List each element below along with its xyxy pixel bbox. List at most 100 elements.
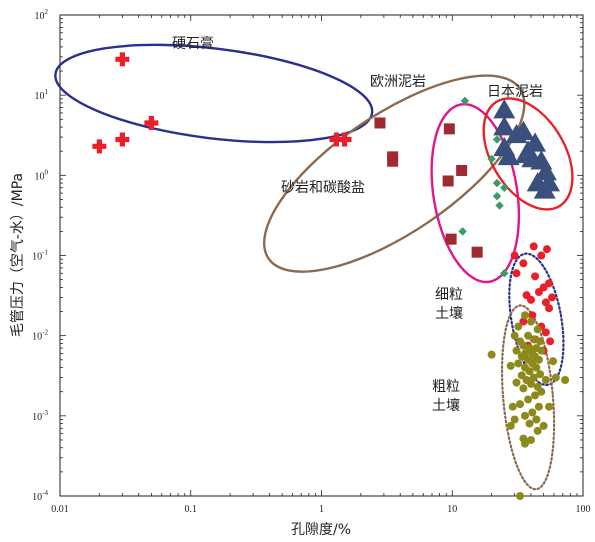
- circle-marker: [533, 325, 542, 334]
- diamond-marker: [492, 135, 502, 144]
- triangle-marker: [493, 99, 516, 119]
- circle-marker: [531, 391, 540, 400]
- cross-marker: [329, 132, 344, 147]
- circle-marker: [542, 245, 551, 254]
- group-label: 细粒: [435, 287, 463, 303]
- group-label: 砂岩和碳酸盐: [281, 180, 365, 196]
- circle-marker: [528, 311, 537, 320]
- triangle-marker: [534, 161, 557, 181]
- diamond-marker: [487, 154, 496, 164]
- circle-marker: [541, 375, 550, 384]
- group-ellipses: [54, 43, 574, 491]
- circle-marker: [516, 492, 525, 500]
- circle-marker: [520, 411, 529, 420]
- circle-marker: [528, 408, 537, 417]
- circle-marker: [524, 395, 533, 404]
- circle-marker: [545, 402, 554, 411]
- circle-marker: [545, 304, 554, 313]
- x-tick-label: 0.1: [185, 504, 198, 515]
- circle-marker: [541, 328, 550, 337]
- circle-marker: [512, 378, 521, 387]
- diamond-marker: [500, 183, 509, 192]
- circle-marker: [532, 415, 541, 424]
- circle-marker: [537, 387, 546, 396]
- diamond-marker: [460, 96, 470, 106]
- square-marker: [374, 117, 386, 129]
- diamond-marker: [492, 178, 502, 188]
- circle-marker: [539, 421, 548, 430]
- diamond-marker: [500, 269, 509, 278]
- circle-marker: [517, 352, 526, 361]
- circle-marker: [534, 355, 543, 364]
- circle-marker: [519, 317, 528, 326]
- circle-marker: [533, 426, 542, 435]
- x-tick-label: 1: [319, 504, 324, 515]
- group-label: 粗粒: [432, 379, 460, 395]
- group-label: 硬石膏: [172, 35, 214, 52]
- cross-marker: [144, 115, 159, 130]
- group-label: 日本泥岩: [487, 84, 543, 100]
- diamond-marker: [492, 191, 502, 201]
- circle-marker: [508, 402, 517, 411]
- circle-marker: [510, 251, 519, 260]
- circle-marker: [531, 272, 540, 281]
- y-tick-label: 10-4: [32, 489, 48, 503]
- y-tick-label: 102: [35, 8, 49, 22]
- circle-marker: [524, 331, 533, 340]
- axis-ticks: [59, 15, 583, 497]
- square-marker: [445, 233, 457, 245]
- circle-marker: [536, 337, 545, 346]
- circle-marker: [510, 331, 519, 340]
- triangle-marker: [497, 145, 520, 166]
- circle-marker: [537, 251, 546, 260]
- y-tick-label: 10-2: [32, 329, 48, 343]
- group-ellipse: [500, 304, 556, 491]
- circle-marker: [487, 350, 496, 359]
- circle-marker: [546, 337, 555, 346]
- circle-marker: [548, 293, 557, 302]
- circle-marker: [534, 288, 543, 297]
- circle-marker: [512, 269, 521, 278]
- circle-marker: [529, 335, 538, 344]
- circle-marker: [519, 341, 528, 350]
- group-label: 欧洲泥岩: [370, 74, 426, 90]
- circle-marker: [526, 379, 535, 388]
- circle-marker: [532, 363, 541, 372]
- square-marker: [442, 175, 454, 187]
- x-tick-label: 0.01: [51, 504, 69, 515]
- circle-marker: [506, 361, 515, 370]
- group-label: 土壤: [432, 397, 460, 414]
- circle-marker: [529, 373, 538, 382]
- y-axis-title: 毛管压力（空气-水）/MPa: [10, 173, 26, 337]
- circle-marker: [510, 415, 519, 424]
- group-ellipse: [262, 74, 526, 273]
- circle-marker: [526, 295, 535, 304]
- circle-marker: [519, 259, 528, 268]
- square-marker: [471, 246, 483, 258]
- circle-marker: [519, 384, 528, 393]
- cross-marker: [115, 132, 130, 147]
- cross-marker: [92, 139, 107, 154]
- group-ellipse: [54, 43, 374, 144]
- y-tick-label: 101: [35, 88, 49, 102]
- y-tick-label: 10-1: [32, 249, 48, 263]
- data-markers: [92, 52, 570, 500]
- x-tick-label: 100: [576, 504, 591, 515]
- group-ellipse: [430, 102, 521, 284]
- group-ellipse: [508, 252, 565, 387]
- triangle-marker: [538, 172, 561, 192]
- triangle-marker: [493, 116, 516, 136]
- y-tick-label: 100: [35, 168, 49, 182]
- circle-marker: [536, 370, 545, 379]
- circle-marker: [537, 346, 546, 355]
- group-ellipse: [482, 97, 574, 211]
- circle-marker: [512, 346, 521, 355]
- square-marker: [387, 155, 399, 167]
- circle-marker: [529, 242, 538, 251]
- circle-marker: [514, 359, 523, 368]
- x-tick-labels: 0.01 0.1 1 10 100: [51, 504, 590, 515]
- circle-marker: [551, 373, 560, 382]
- diamond-marker: [458, 227, 467, 236]
- square-marker: [456, 164, 468, 176]
